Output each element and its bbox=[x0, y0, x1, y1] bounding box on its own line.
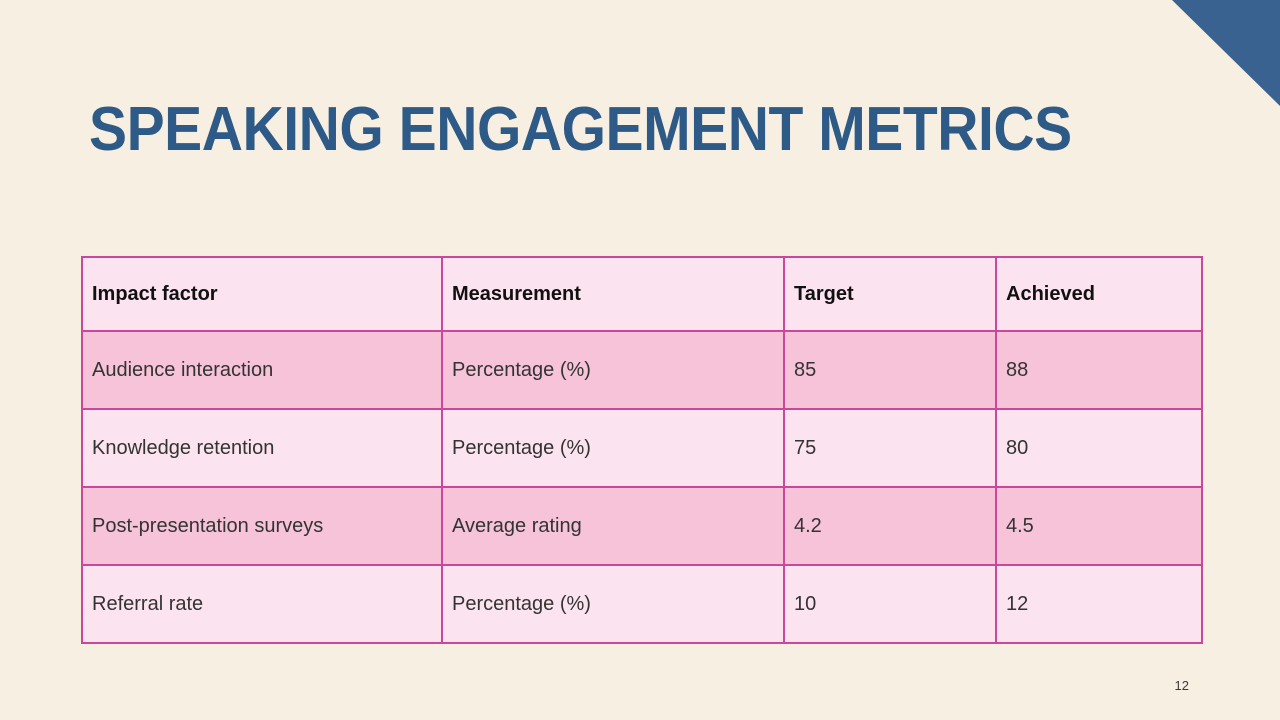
cell-measurement: Percentage (%) bbox=[441, 564, 785, 644]
cell-impact-factor: Knowledge retention bbox=[81, 408, 443, 488]
cell-target: 75 bbox=[783, 408, 997, 488]
cell-impact-factor: Audience interaction bbox=[81, 330, 443, 410]
cell-achieved: 88 bbox=[995, 330, 1203, 410]
cell-target: 10 bbox=[783, 564, 997, 644]
metrics-table-container: Impact factor Measurement Target Achieve… bbox=[81, 256, 1203, 644]
cell-achieved: 12 bbox=[995, 564, 1203, 644]
corner-accent-triangle bbox=[1172, 0, 1280, 106]
column-header-measurement: Measurement bbox=[441, 256, 785, 332]
table-row: Knowledge retention Percentage (%) 75 80 bbox=[81, 408, 1203, 488]
cell-impact-factor: Referral rate bbox=[81, 564, 443, 644]
cell-target: 4.2 bbox=[783, 486, 997, 566]
column-header-target: Target bbox=[783, 256, 997, 332]
column-header-achieved: Achieved bbox=[995, 256, 1203, 332]
table-row: Audience interaction Percentage (%) 85 8… bbox=[81, 330, 1203, 410]
table-header-row: Impact factor Measurement Target Achieve… bbox=[81, 256, 1203, 332]
cell-achieved: 4.5 bbox=[995, 486, 1203, 566]
cell-achieved: 80 bbox=[995, 408, 1203, 488]
cell-target: 85 bbox=[783, 330, 997, 410]
column-header-impact-factor: Impact factor bbox=[81, 256, 443, 332]
cell-impact-factor: Post-presentation surveys bbox=[81, 486, 443, 566]
cell-measurement: Average rating bbox=[441, 486, 785, 566]
slide-title: SPEAKING ENGAGEMENT METRICS bbox=[89, 95, 1072, 164]
page-number: 12 bbox=[1174, 678, 1189, 693]
cell-measurement: Percentage (%) bbox=[441, 408, 785, 488]
cell-measurement: Percentage (%) bbox=[441, 330, 785, 410]
table-row: Referral rate Percentage (%) 10 12 bbox=[81, 564, 1203, 644]
metrics-table: Impact factor Measurement Target Achieve… bbox=[81, 256, 1203, 644]
table-row: Post-presentation surveys Average rating… bbox=[81, 486, 1203, 566]
